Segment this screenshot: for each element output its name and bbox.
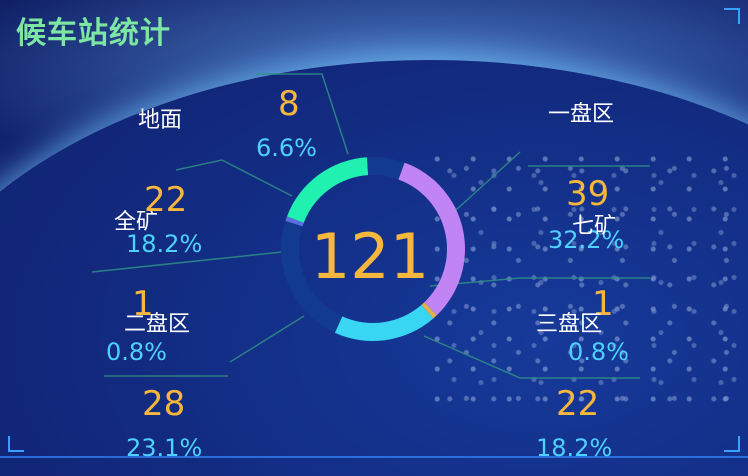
donut-slice (398, 162, 465, 316)
slice-label-percent: 0.8% (568, 338, 629, 366)
slice-label-value: 1 (592, 284, 614, 324)
leader-line (455, 151, 521, 211)
donut-slice (286, 157, 369, 223)
slice-label-name: 七矿 (572, 214, 617, 239)
bottom-divider (0, 456, 748, 458)
slice-label-percent: 18.2% (536, 434, 613, 462)
slice-label-percent: 0.8% (106, 338, 167, 366)
slice-label-value: 22 (556, 384, 600, 424)
corner-decoration (724, 8, 740, 24)
leader-line (175, 159, 293, 197)
slice-label-percent: 6.6% (256, 134, 317, 162)
donut-slice (366, 156, 405, 180)
donut-slice (280, 220, 343, 333)
donut-slice (334, 304, 434, 341)
slice-label-percent: 18.2% (126, 230, 203, 258)
slice-label-value: 39 (566, 174, 610, 214)
slice-label-name: 二盘区 (124, 312, 191, 337)
slice-label-name: 一盘区 (548, 102, 615, 127)
donut-slice (421, 302, 437, 319)
slice-label-value: 1 (132, 284, 154, 324)
corner-decoration (724, 436, 740, 452)
city-lights-background (430, 150, 748, 410)
donut-slice (285, 216, 304, 227)
corner-decoration (8, 436, 24, 452)
slice-label-name: 全矿 (114, 210, 159, 235)
leader-line (256, 73, 349, 155)
slice-label-percent: 32.2% (548, 226, 625, 254)
leader-line (91, 251, 283, 273)
slice-label-value: 28 (142, 384, 186, 424)
leader-line (423, 335, 640, 379)
slice-label-value: 8 (278, 84, 300, 124)
slice-label-percent: 23.1% (126, 434, 203, 462)
panel-title: 候车站统计 (16, 16, 171, 51)
slice-label-name: 地面 (138, 108, 183, 133)
leader-line (429, 277, 650, 287)
total-value: 121 (310, 220, 430, 293)
leader-line (229, 315, 305, 363)
slice-label-name: 三盘区 (536, 312, 603, 337)
slice-label-value: 22 (144, 180, 188, 220)
